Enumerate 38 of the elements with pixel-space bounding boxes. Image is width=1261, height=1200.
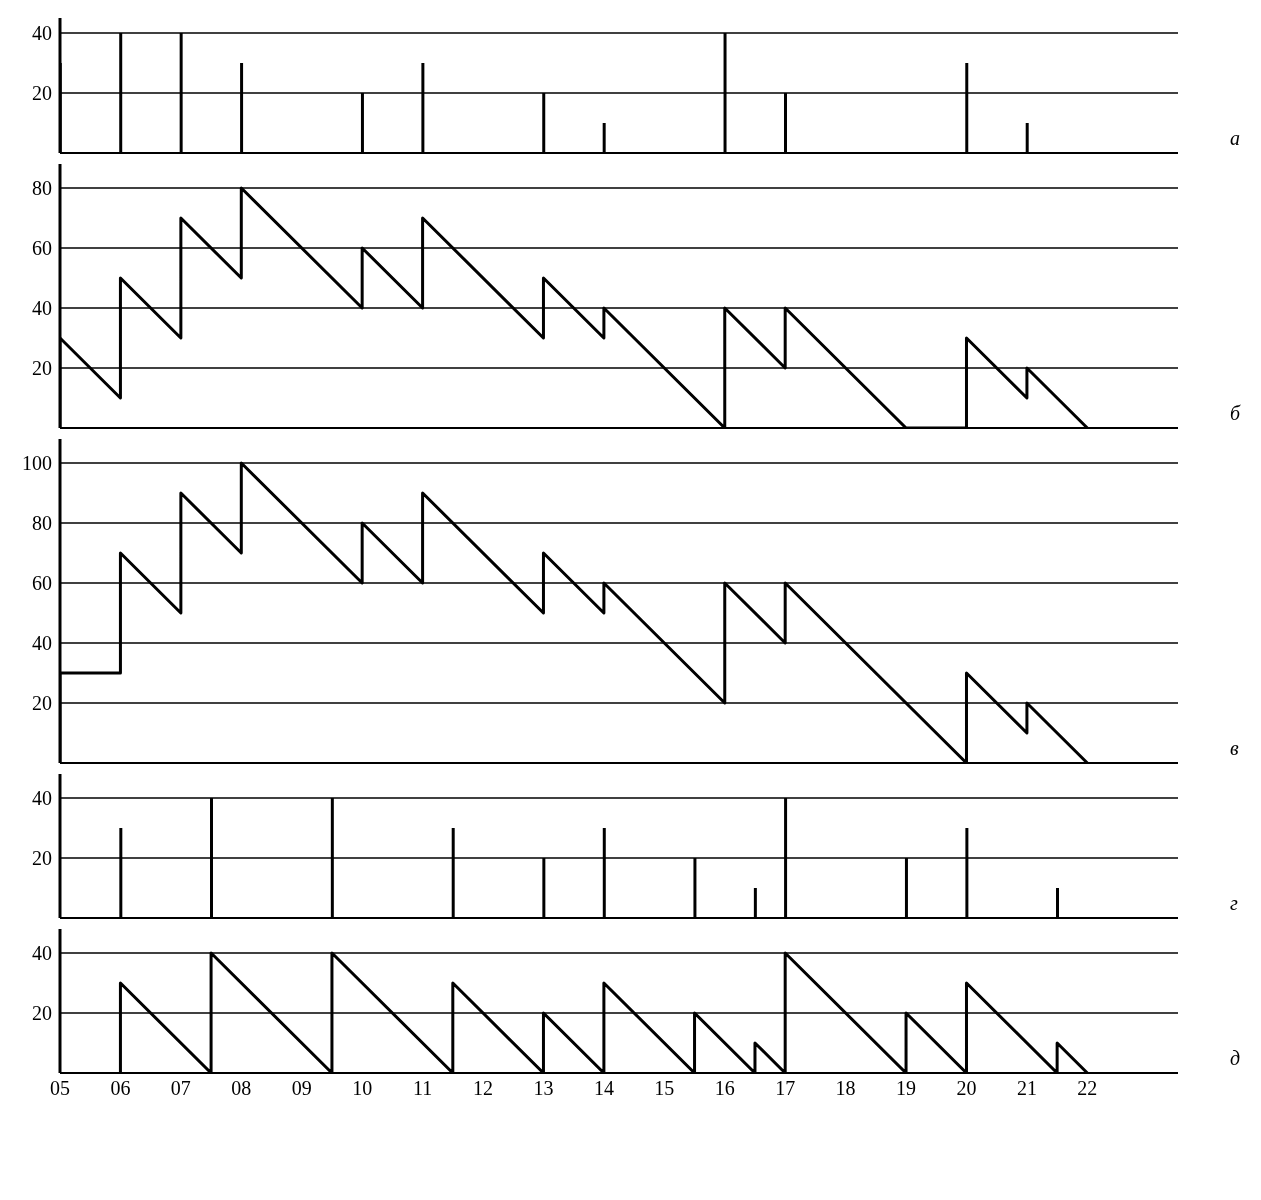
y-tick-label: 80 <box>32 177 52 200</box>
y-tick-label: 20 <box>32 357 52 380</box>
x-tick-label: 08 <box>231 1077 252 1100</box>
y-tick-label: 20 <box>32 1002 52 1025</box>
y-tick-label: 60 <box>32 237 52 260</box>
x-tick-label: 11 <box>412 1077 433 1100</box>
x-tick-label: 10 <box>352 1077 373 1100</box>
x-tick-label: 09 <box>291 1077 312 1100</box>
y-tick-label: 40 <box>32 942 52 965</box>
x-tick-label: 07 <box>170 1077 191 1100</box>
x-tick-label: 17 <box>775 1077 796 1100</box>
x-tick-label: 19 <box>896 1077 917 1100</box>
x-tick-label: 20 <box>956 1077 977 1100</box>
text: д <box>1230 1047 1241 1069</box>
x-tick-label: 21 <box>1016 1077 1037 1100</box>
x-tick-label: 06 <box>110 1077 131 1100</box>
y-tick-label: 100 <box>22 452 52 475</box>
y-tick-label: 40 <box>32 632 52 655</box>
x-tick-label: 16 <box>714 1077 735 1100</box>
x-tick-label: 12 <box>473 1077 494 1100</box>
text: в <box>1230 737 1239 759</box>
y-tick-label: 80 <box>32 512 52 535</box>
y-tick-label: 40 <box>32 297 52 320</box>
y-tick-label: 60 <box>32 572 52 595</box>
text: б <box>1230 402 1241 424</box>
text: а <box>1230 127 1240 149</box>
x-tick-label: 05 <box>50 1077 70 1100</box>
y-tick-label: 40 <box>32 22 52 45</box>
x-tick-label: 14 <box>593 1077 614 1100</box>
x-tick-label: 22 <box>1077 1077 1098 1100</box>
x-tick-label: 18 <box>835 1077 856 1100</box>
x-tick-label: 15 <box>654 1077 675 1100</box>
y-tick-label: 20 <box>32 82 52 105</box>
y-tick-label: 20 <box>32 847 52 870</box>
text: г <box>1230 892 1238 914</box>
y-tick-label: 20 <box>32 692 52 715</box>
x-tick-label: 13 <box>533 1077 554 1100</box>
y-tick-label: 40 <box>32 787 52 810</box>
